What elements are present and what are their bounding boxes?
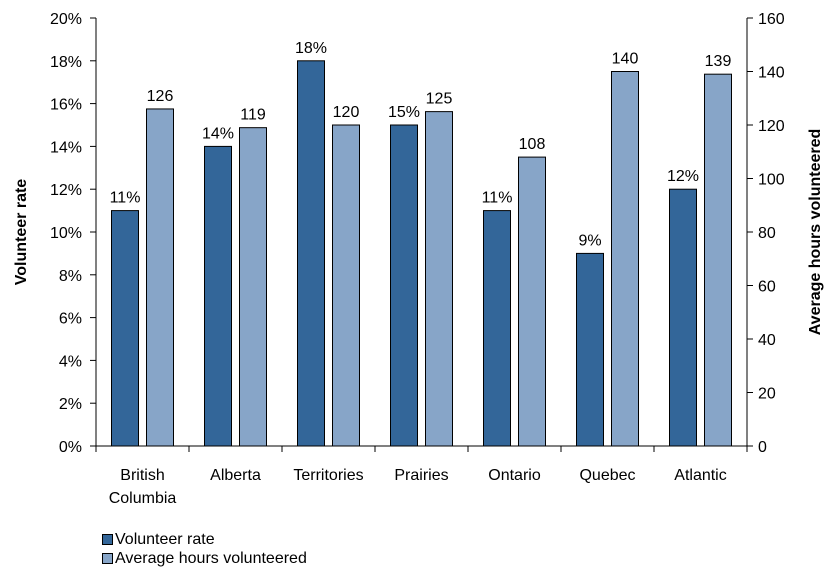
- data-label-volunteer-rate: 9%: [578, 232, 601, 249]
- right-tick-label: 60: [758, 279, 776, 296]
- category-label: Atlantic: [674, 467, 726, 484]
- legend: Volunteer rate Average hours volunteered: [102, 530, 307, 568]
- y-axis-title-left: Volunteer rate: [13, 179, 30, 286]
- right-tick-label: 20: [758, 386, 776, 403]
- data-label-volunteer-rate: 11%: [482, 190, 513, 207]
- legend-swatch-volunteer-rate: [102, 534, 113, 545]
- right-tick-label: 0: [758, 439, 767, 456]
- left-tick-label: 12%: [50, 182, 82, 199]
- bar-volunteer-rate: [390, 124, 418, 447]
- right-tick-label: 120: [758, 118, 785, 135]
- bar-volunteer-rate: [111, 210, 139, 447]
- bar-average-hours: [332, 124, 360, 447]
- category-label: Ontario: [488, 467, 541, 484]
- left-tick-label: 8%: [59, 268, 82, 285]
- left-tick-label: 16%: [50, 97, 82, 114]
- category-label: Quebec: [579, 467, 635, 484]
- right-tick-label: 100: [758, 172, 785, 189]
- left-tick-label: 18%: [50, 54, 82, 71]
- category-label: British: [120, 467, 164, 484]
- bar-average-hours: [425, 111, 453, 447]
- right-tick-label: 80: [758, 225, 776, 242]
- data-label-volunteer-rate: 14%: [202, 125, 234, 142]
- category-label: Alberta: [210, 467, 261, 484]
- data-label-volunteer-rate: 12%: [667, 168, 699, 185]
- left-tick-label: 2%: [59, 396, 82, 413]
- bar-volunteer-rate: [576, 252, 604, 447]
- right-tick-label: 160: [758, 11, 785, 28]
- bar-average-hours: [704, 73, 732, 447]
- left-tick-label: 0%: [59, 439, 82, 456]
- left-tick-label: 10%: [50, 225, 82, 242]
- bar-average-hours: [518, 156, 546, 447]
- right-tick-label: 140: [758, 65, 785, 82]
- bar-volunteer-rate: [297, 60, 325, 447]
- category-label: Territories: [293, 467, 363, 484]
- data-label-average-hours: 119: [240, 107, 266, 124]
- legend-swatch-average-hours: [102, 553, 113, 564]
- data-label-average-hours: 120: [333, 104, 360, 121]
- data-label-average-hours: 139: [705, 53, 732, 70]
- right-tick-label: 40: [758, 332, 776, 349]
- legend-item-volunteer-rate: Volunteer rate: [102, 530, 307, 549]
- bar-average-hours: [146, 108, 174, 447]
- bar-average-hours: [239, 127, 267, 447]
- left-tick-label: 4%: [59, 353, 82, 370]
- legend-label-volunteer-rate: Volunteer rate: [115, 530, 215, 548]
- bar-average-hours: [611, 71, 639, 447]
- left-tick-label: 14%: [50, 139, 82, 156]
- data-label-average-hours: 126: [147, 88, 174, 105]
- data-label-average-hours: 108: [519, 136, 546, 153]
- bar-volunteer-rate: [669, 188, 697, 447]
- left-tick-label: 20%: [50, 11, 82, 28]
- category-label: Prairies: [394, 467, 448, 484]
- legend-label-average-hours: Average hours volunteered: [115, 549, 307, 567]
- y-axis-title-right: Average hours volunteered: [807, 129, 824, 336]
- bar-volunteer-rate: [204, 145, 232, 447]
- data-label-average-hours: 140: [612, 51, 639, 68]
- category-label: Columbia: [109, 490, 177, 507]
- left-tick-label: 6%: [59, 311, 82, 328]
- data-label-volunteer-rate: 18%: [295, 40, 327, 57]
- data-label-average-hours: 125: [426, 91, 453, 108]
- data-label-volunteer-rate: 15%: [388, 104, 420, 121]
- bar-volunteer-rate: [483, 210, 511, 447]
- data-label-volunteer-rate: 11%: [110, 190, 141, 207]
- legend-item-average-hours: Average hours volunteered: [102, 549, 307, 568]
